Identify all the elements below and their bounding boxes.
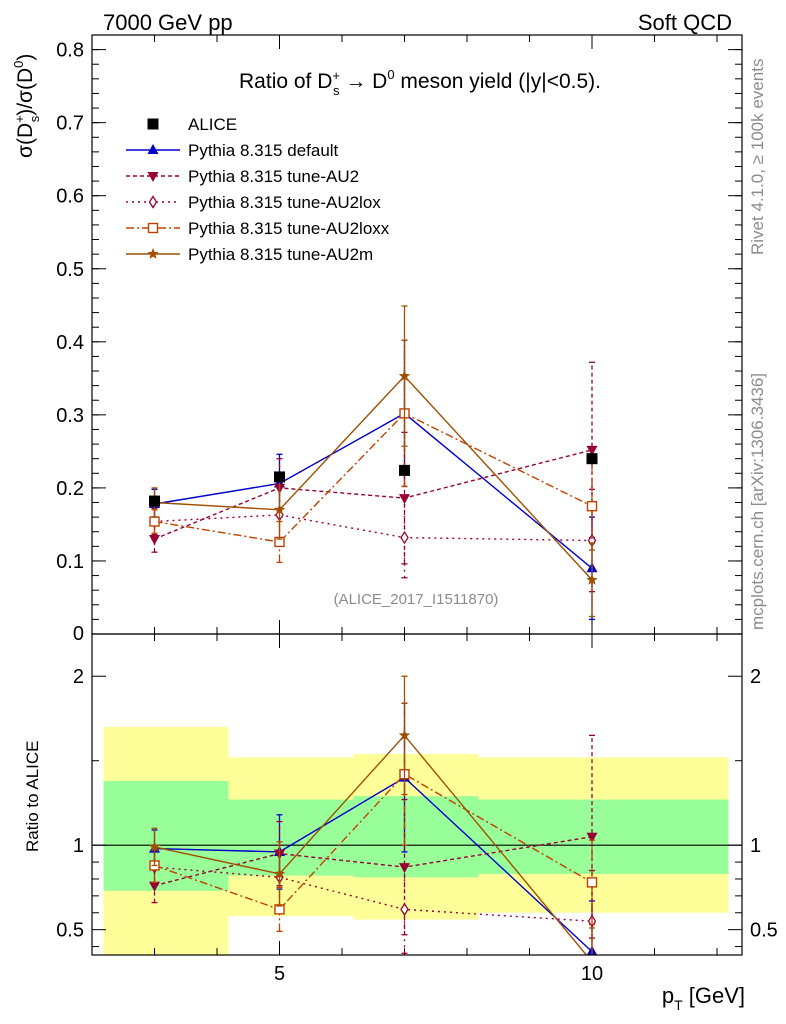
main-series-line	[154, 412, 593, 569]
x-tick-label: 5	[274, 963, 285, 985]
svg-text:Ratio of D+s → D0 meson yield: Ratio of D+ s → D0 meson yield (|y|<0.5).	[239, 67, 601, 98]
main-y-tick-label: 0.2	[56, 478, 84, 500]
main-y-tick-label: 0.4	[56, 332, 84, 354]
header-right: Soft QCD	[638, 10, 732, 35]
main-series-line	[154, 412, 593, 543]
uncertainty-bands	[103, 726, 729, 955]
main-y-ticks: 0.1 0.2 0.3 0.4 0.5 0.6 0.7 0.8 0	[56, 40, 742, 645]
legend-marker	[147, 248, 159, 259]
main-series-3	[150, 485, 597, 593]
ratio-y-tick-label-right: 1	[750, 835, 761, 857]
x-axis-label: pT [GeV]	[662, 983, 745, 1013]
main-series-line	[154, 375, 593, 581]
legend-marker	[147, 172, 159, 182]
legend-marker	[147, 222, 159, 234]
main-point	[586, 453, 598, 465]
main-y-tick-label: 0.1	[56, 551, 84, 573]
main-series-2	[149, 361, 598, 565]
main-y-axis-label: σ(D+s)/σ(D0)	[11, 54, 42, 158]
main-point	[274, 471, 285, 483]
ratio-series-line	[154, 836, 593, 887]
main-point	[586, 445, 598, 456]
main-series-5	[148, 305, 598, 618]
main-point	[273, 503, 286, 515]
ratio-panel: Ratio to ALICE pT [GeV] 0.5 0.5 1 1 2 2 5 10	[23, 633, 778, 1013]
main-point	[398, 370, 411, 381]
main-y-tick-label: 0.8	[56, 40, 84, 62]
main-point	[400, 530, 409, 545]
main-y-tick-label: 0.6	[56, 186, 84, 208]
ratio-frame	[91, 633, 743, 956]
main-title: Ratio of D+ s → D0 meson yield (|y|<0.5).	[239, 67, 601, 98]
ratio-y-tick-label-left: 1	[73, 835, 84, 857]
legend-label: Pythia 8.315 tune-AU2lox	[188, 193, 381, 212]
ratio-y-ticks: 0.5 0.5 1 1 2 2	[56, 666, 778, 948]
side-label-top: Rivet 4.1.0, ≥ 100k events	[748, 59, 767, 255]
ratio-series-line	[154, 776, 593, 953]
main-point	[149, 516, 160, 527]
main-y-tick-label: 0.7	[56, 113, 84, 135]
legend-entry: ALICE	[147, 115, 237, 134]
ratio-y-tick-label-left: 0.5	[56, 920, 84, 942]
ratio-series-line	[154, 734, 588, 955]
side-label-bottom: mcplots.cern.ch [arXiv:1306.3436]	[748, 373, 767, 630]
main-series-4	[149, 339, 598, 564]
main-panel: Ratio of D+ s → D0 meson yield (|y|<0.5).…	[11, 34, 743, 645]
ratio-point	[273, 867, 286, 879]
main-x-ticks	[154, 35, 718, 634]
legend-entry: Pythia 8.315 tune-AU2loxx	[126, 219, 390, 238]
main-series	[148, 305, 598, 621]
legend-entry: Pythia 8.315 default	[126, 141, 339, 160]
svg-text:σ(D+s)/σ(D0): σ(D+s)/σ(D0)	[11, 54, 42, 158]
inner-band	[228, 799, 354, 876]
inner-band	[103, 780, 229, 891]
ratio-point	[398, 729, 411, 741]
main-point	[586, 573, 598, 585]
legend-label: Pythia 8.315 default	[188, 141, 339, 160]
ratio-y-tick-label-right: 0.5	[750, 920, 778, 942]
legend-label: Pythia 8.315 tune-AU2m	[188, 245, 373, 264]
main-series-line	[154, 514, 593, 542]
ratio-point	[400, 902, 409, 917]
main-point	[399, 464, 410, 476]
main-y-tick-label-zero: 0	[73, 623, 84, 645]
ratio-y-tick-label-right: 2	[750, 666, 761, 688]
ratio-series-4	[148, 675, 595, 955]
ratio-point	[148, 840, 161, 852]
main-series-0	[149, 453, 598, 507]
legend-label: Pythia 8.315 tune-AU2loxx	[188, 219, 390, 238]
ratio-series-line	[154, 773, 593, 911]
main-y-tick-label: 0.3	[56, 405, 84, 427]
svg-text:(ALICE_2017_I1511870): (ALICE_2017_I1511870)	[334, 591, 499, 608]
main-point	[149, 535, 160, 546]
legend-marker	[147, 118, 159, 130]
legend-entry: Pythia 8.315 tune-AU2m	[126, 245, 373, 264]
ratio-series-line	[154, 866, 593, 922]
ratio-point	[586, 832, 598, 843]
analysis-id-annotation: (ALICE_2017_I1511870)	[334, 591, 499, 608]
main-series-line	[154, 449, 593, 540]
legend-marker	[148, 195, 158, 209]
legend-label: Pythia 8.315 tune-AU2	[188, 167, 359, 186]
main-point	[586, 500, 598, 512]
header-left: 7000 GeV pp	[103, 10, 233, 35]
svg-text:pT [GeV]: pT [GeV]	[662, 983, 745, 1013]
legend-entry: Pythia 8.315 tune-AU2	[126, 167, 359, 186]
ratio-y-axis-label: Ratio to ALICE	[23, 740, 42, 852]
legend-marker	[147, 144, 159, 154]
x-tick-label: 10	[581, 963, 603, 985]
ratio-y-tick-label-left: 2	[73, 666, 84, 688]
main-y-tick-label: 0.5	[56, 259, 84, 281]
ratio-series	[148, 675, 598, 955]
ratio-point	[586, 877, 598, 888]
inner-band	[478, 799, 729, 874]
legend-label: ALICE	[188, 115, 237, 134]
svg-text:Ratio to ALICE: Ratio to ALICE	[23, 740, 42, 852]
main-series-1	[149, 339, 598, 621]
legend: ALICE Pythia 8.315 default Pythia 8.315 tu…	[126, 115, 390, 264]
main-point	[149, 495, 160, 507]
legend-entry: Pythia 8.315 tune-AU2lox	[126, 193, 381, 212]
